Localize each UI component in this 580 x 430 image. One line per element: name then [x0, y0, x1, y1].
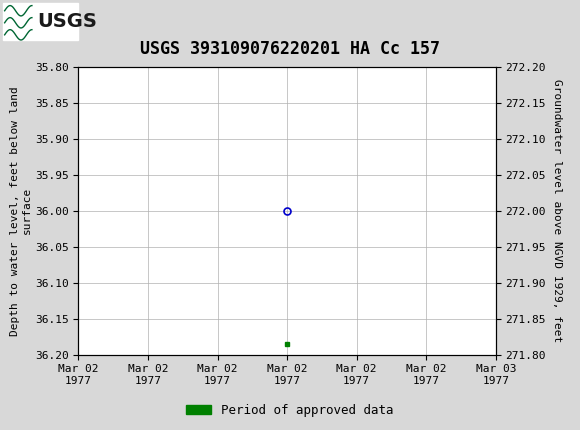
Legend: Period of approved data: Period of approved data [181, 399, 399, 421]
Text: USGS: USGS [38, 12, 97, 31]
Text: USGS 393109076220201 HA Cc 157: USGS 393109076220201 HA Cc 157 [140, 40, 440, 58]
Y-axis label: Depth to water level, feet below land
surface: Depth to water level, feet below land su… [10, 86, 32, 335]
FancyBboxPatch shape [3, 3, 78, 40]
Y-axis label: Groundwater level above NGVD 1929, feet: Groundwater level above NGVD 1929, feet [552, 79, 561, 342]
